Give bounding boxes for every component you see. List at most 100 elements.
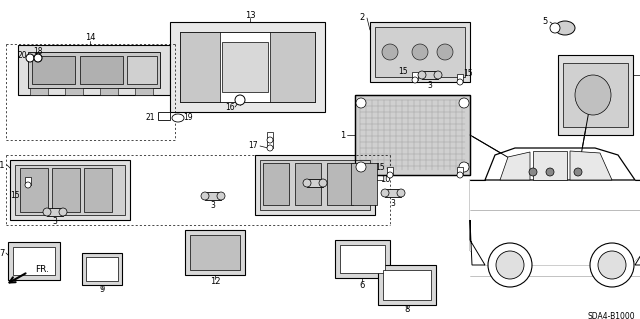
Polygon shape bbox=[32, 56, 75, 84]
Text: 3: 3 bbox=[428, 80, 433, 90]
Text: 15: 15 bbox=[463, 70, 473, 78]
Polygon shape bbox=[47, 208, 63, 216]
Polygon shape bbox=[263, 163, 289, 205]
Polygon shape bbox=[86, 257, 118, 281]
Text: 6: 6 bbox=[359, 280, 365, 290]
Polygon shape bbox=[383, 270, 431, 300]
Text: 15: 15 bbox=[10, 190, 20, 199]
Polygon shape bbox=[270, 32, 315, 102]
Ellipse shape bbox=[25, 182, 31, 188]
Ellipse shape bbox=[555, 21, 575, 35]
Polygon shape bbox=[355, 95, 470, 175]
Polygon shape bbox=[52, 168, 80, 212]
Ellipse shape bbox=[303, 179, 311, 187]
Polygon shape bbox=[170, 22, 325, 112]
Ellipse shape bbox=[457, 172, 463, 178]
Polygon shape bbox=[20, 168, 48, 212]
Polygon shape bbox=[267, 132, 273, 140]
Text: 15: 15 bbox=[376, 162, 385, 172]
Ellipse shape bbox=[387, 172, 393, 178]
Ellipse shape bbox=[574, 168, 582, 176]
Polygon shape bbox=[370, 22, 470, 82]
Polygon shape bbox=[25, 177, 31, 185]
Ellipse shape bbox=[459, 162, 469, 172]
Text: SDA4-B1000: SDA4-B1000 bbox=[588, 312, 635, 319]
Polygon shape bbox=[563, 63, 628, 127]
Polygon shape bbox=[100, 88, 118, 95]
Ellipse shape bbox=[550, 23, 560, 33]
Polygon shape bbox=[378, 265, 436, 305]
Polygon shape bbox=[127, 56, 157, 84]
Polygon shape bbox=[570, 151, 612, 180]
Ellipse shape bbox=[496, 251, 524, 279]
Ellipse shape bbox=[488, 243, 532, 287]
Polygon shape bbox=[470, 180, 640, 265]
Polygon shape bbox=[335, 240, 390, 278]
Polygon shape bbox=[8, 242, 60, 280]
Text: 15: 15 bbox=[460, 162, 470, 172]
Text: 10: 10 bbox=[380, 175, 390, 184]
Polygon shape bbox=[28, 52, 160, 88]
Ellipse shape bbox=[217, 192, 225, 200]
Ellipse shape bbox=[397, 189, 405, 197]
Polygon shape bbox=[185, 230, 245, 275]
Polygon shape bbox=[470, 180, 640, 265]
Polygon shape bbox=[307, 179, 323, 187]
Text: 5: 5 bbox=[543, 18, 548, 26]
Text: 17: 17 bbox=[248, 140, 258, 150]
Text: 12: 12 bbox=[210, 278, 220, 286]
Polygon shape bbox=[295, 163, 321, 205]
Polygon shape bbox=[13, 247, 55, 275]
Ellipse shape bbox=[267, 137, 273, 143]
Polygon shape bbox=[457, 74, 463, 82]
Ellipse shape bbox=[26, 54, 34, 62]
Ellipse shape bbox=[381, 189, 389, 197]
Text: 3: 3 bbox=[390, 198, 396, 207]
Ellipse shape bbox=[34, 54, 42, 62]
Ellipse shape bbox=[267, 145, 273, 151]
Ellipse shape bbox=[356, 162, 366, 172]
Text: 15: 15 bbox=[398, 68, 408, 77]
Ellipse shape bbox=[457, 79, 463, 85]
Polygon shape bbox=[485, 148, 635, 180]
Polygon shape bbox=[412, 72, 418, 80]
Ellipse shape bbox=[412, 44, 428, 60]
Ellipse shape bbox=[43, 208, 51, 216]
Polygon shape bbox=[84, 168, 112, 212]
Polygon shape bbox=[558, 55, 633, 135]
Polygon shape bbox=[340, 245, 385, 273]
Polygon shape bbox=[180, 32, 220, 102]
Text: 8: 8 bbox=[404, 306, 410, 315]
Polygon shape bbox=[135, 88, 153, 95]
Polygon shape bbox=[10, 160, 130, 220]
Polygon shape bbox=[18, 45, 170, 95]
Text: 11: 11 bbox=[0, 160, 5, 169]
Ellipse shape bbox=[575, 75, 611, 115]
Text: 1: 1 bbox=[340, 130, 345, 139]
Ellipse shape bbox=[590, 243, 634, 287]
Polygon shape bbox=[500, 152, 530, 180]
Ellipse shape bbox=[412, 77, 418, 83]
Polygon shape bbox=[15, 165, 125, 215]
Ellipse shape bbox=[235, 95, 245, 105]
Polygon shape bbox=[180, 32, 315, 102]
Text: 21: 21 bbox=[145, 114, 155, 122]
Ellipse shape bbox=[529, 168, 537, 176]
Text: 16: 16 bbox=[225, 102, 235, 112]
Text: 13: 13 bbox=[244, 11, 255, 19]
Polygon shape bbox=[158, 112, 170, 120]
Ellipse shape bbox=[382, 44, 398, 60]
Text: FR.: FR. bbox=[35, 265, 49, 275]
Ellipse shape bbox=[546, 168, 554, 176]
Polygon shape bbox=[375, 27, 465, 77]
Polygon shape bbox=[385, 189, 401, 197]
Polygon shape bbox=[635, 220, 640, 265]
Polygon shape bbox=[222, 42, 268, 92]
Ellipse shape bbox=[598, 251, 626, 279]
Polygon shape bbox=[190, 235, 240, 270]
Text: 9: 9 bbox=[99, 286, 104, 294]
Ellipse shape bbox=[319, 179, 327, 187]
Text: 3: 3 bbox=[312, 189, 317, 197]
Polygon shape bbox=[30, 88, 48, 95]
Polygon shape bbox=[533, 151, 567, 180]
